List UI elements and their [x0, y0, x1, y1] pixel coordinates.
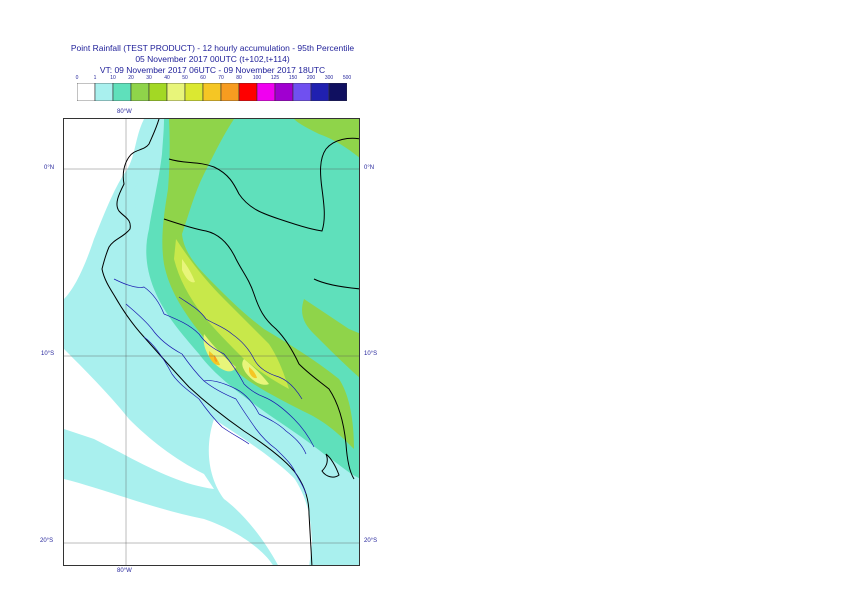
left-latitude-label-10: 10°S	[41, 351, 55, 357]
dry-patch-west	[64, 349, 214, 489]
coastline-and-borders	[101, 119, 359, 565]
color-legend	[77, 83, 347, 101]
rain-band-70-80	[214, 355, 217, 362]
top-longitude-label: 80°W	[117, 109, 132, 115]
rain-band-50-60-c	[182, 259, 195, 283]
right-latitude-label-10: 10°S	[364, 351, 378, 357]
legend-swatch-6	[184, 83, 204, 101]
admin-borders	[113, 278, 315, 495]
legend-swatch-8	[220, 83, 240, 101]
dry-patch-south	[208, 419, 314, 565]
legend-swatch-7	[202, 83, 222, 101]
legend-tick-7: 60	[200, 75, 206, 81]
legend-swatch-1	[94, 83, 114, 101]
right-latitude-label-0: 0°N	[364, 165, 375, 171]
rain-band-20-40	[162, 119, 354, 449]
legend-tick-1: 1	[93, 75, 97, 81]
left-latitude-label-20: 20°S	[40, 538, 54, 544]
legend-tick-10: 100	[252, 75, 262, 81]
graticule	[64, 119, 359, 565]
map-subtitle-run: 05 November 2017 00UTC (t+102,t+114)	[135, 54, 290, 64]
legend-swatch-3	[130, 83, 150, 101]
legend-tick-15: 500	[342, 75, 352, 81]
map-subtitle-valid-time: VT: 09 November 2017 06UTC - 09 November…	[99, 65, 326, 75]
map-title: Point Rainfall (TEST PRODUCT) - 12 hourl…	[70, 43, 355, 53]
rain-band-50-60-b	[242, 359, 269, 385]
legend-tick-12: 150	[288, 75, 298, 81]
legend-tick-0: 0	[75, 75, 79, 81]
legend-swatch-9	[238, 83, 258, 101]
legend-tick-3: 20	[128, 75, 134, 81]
dry-patch-southwest	[64, 479, 273, 565]
legend-tick-5: 40	[164, 75, 170, 81]
legend-tick-11: 125	[270, 75, 280, 81]
rain-band-40-50	[174, 239, 289, 389]
rain-band-20-40-east	[302, 299, 359, 378]
left-latitude-label-0: 0°N	[44, 165, 55, 171]
legend-swatch-14	[328, 83, 347, 101]
legend-swatch-0	[77, 83, 96, 101]
legend-tick-14: 300	[324, 75, 334, 81]
rain-band-50-60-a	[203, 334, 236, 372]
rainfall-map[interactable]	[63, 118, 360, 566]
legend-swatch-11	[274, 83, 294, 101]
legend-tick-6: 50	[182, 75, 188, 81]
legend-swatch-13	[310, 83, 330, 101]
map-canvas	[64, 119, 359, 565]
right-latitude-label-20: 20°S	[364, 538, 378, 544]
legend-tick-13: 200	[306, 75, 316, 81]
legend-swatch-4	[148, 83, 168, 101]
legend-swatch-2	[112, 83, 132, 101]
dry-patch-northwest	[64, 119, 144, 299]
legend-swatch-10	[256, 83, 276, 101]
legend-swatch-5	[166, 83, 186, 101]
bottom-longitude-label: 80°W	[117, 568, 132, 574]
legend-tick-8: 70	[218, 75, 224, 81]
legend-tick-2: 10	[110, 75, 116, 81]
legend-tick-4: 30	[146, 75, 152, 81]
rain-band-60-70-b	[249, 367, 257, 379]
legend-swatch-12	[292, 83, 312, 101]
rain-band-20-40-north	[294, 119, 359, 158]
legend-tick-9: 80	[236, 75, 242, 81]
